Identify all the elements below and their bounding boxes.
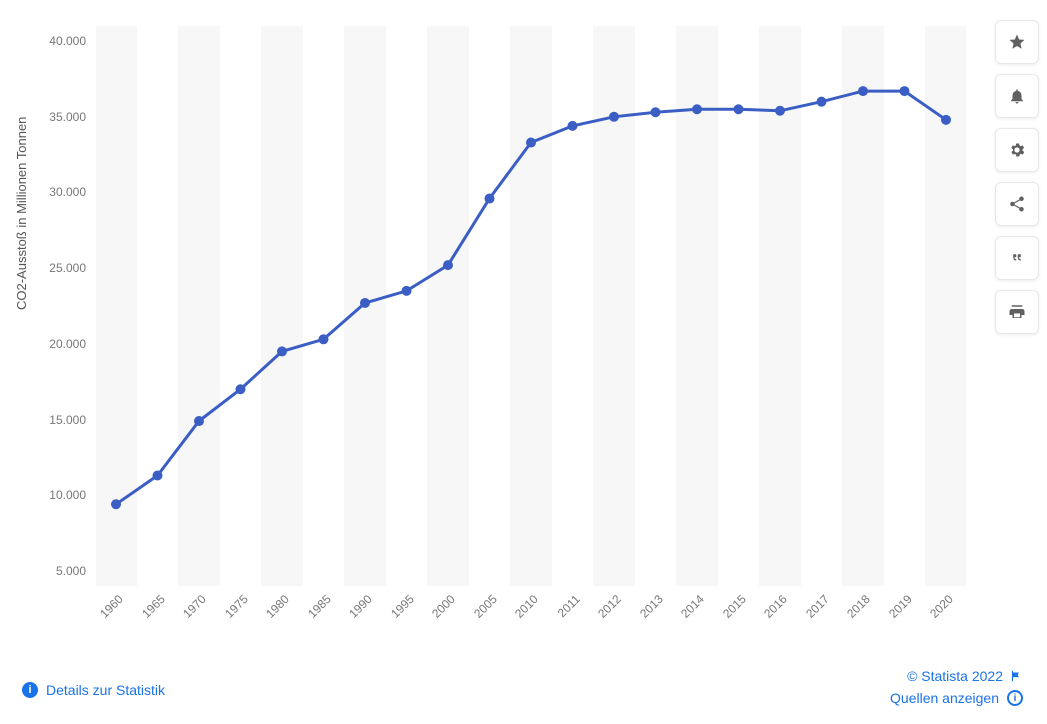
sidebar-toolbar: [995, 20, 1039, 334]
x-tick-label: 1965: [139, 592, 168, 621]
sources-link[interactable]: Quellen anzeigen i: [890, 690, 1023, 706]
cite-button[interactable]: [995, 236, 1039, 280]
x-tick-label: 2014: [678, 592, 707, 621]
y-tick-label: 40.000: [49, 34, 86, 48]
footer-right: © Statista 2022 Quellen anzeigen i: [890, 668, 1023, 706]
favorite-button[interactable]: [995, 20, 1039, 64]
info-icon: i: [22, 682, 38, 698]
settings-button[interactable]: [995, 128, 1039, 172]
data-point[interactable]: [111, 499, 121, 509]
x-tick-label: 2015: [720, 592, 749, 621]
x-tick-label: 2005: [471, 592, 500, 621]
data-point[interactable]: [443, 260, 453, 270]
x-tick-label: 2018: [844, 592, 873, 621]
details-link[interactable]: i Details zur Statistik: [22, 682, 165, 698]
x-tick-label: 2010: [512, 592, 541, 621]
data-point[interactable]: [568, 121, 578, 131]
bell-icon: [1008, 87, 1026, 105]
data-point[interactable]: [651, 107, 661, 117]
share-icon: [1008, 195, 1026, 213]
y-tick-label: 5.000: [56, 564, 86, 578]
x-tick-label: 2013: [637, 592, 666, 621]
y-tick-label: 10.000: [49, 488, 86, 502]
data-point[interactable]: [360, 298, 370, 308]
y-axis-title: CO2-Ausstoß in Millionen Tonnen: [14, 117, 29, 310]
y-tick-label: 20.000: [49, 337, 86, 351]
chart-container: CO2-Ausstoß in Millionen Tonnen 5.00010.…: [0, 0, 985, 724]
y-tick-label: 15.000: [49, 413, 86, 427]
data-point[interactable]: [526, 138, 536, 148]
x-tick-label: 1990: [346, 592, 375, 621]
x-tick-label: 1975: [222, 592, 251, 621]
details-label: Details zur Statistik: [46, 682, 165, 698]
data-point[interactable]: [817, 97, 827, 107]
share-button[interactable]: [995, 182, 1039, 226]
data-point[interactable]: [236, 384, 246, 394]
data-point[interactable]: [775, 106, 785, 116]
flag-icon: [1009, 669, 1023, 683]
print-button[interactable]: [995, 290, 1039, 334]
x-tick-label: 2000: [429, 592, 458, 621]
y-tick-label: 30.000: [49, 185, 86, 199]
info-icon: i: [1007, 690, 1023, 706]
data-point[interactable]: [858, 86, 868, 96]
copyright-text: © Statista 2022: [890, 668, 1023, 684]
chart-svg: [96, 26, 966, 586]
data-point[interactable]: [194, 416, 204, 426]
x-tick-label: 2017: [803, 592, 832, 621]
data-point[interactable]: [609, 112, 619, 122]
data-point[interactable]: [900, 86, 910, 96]
x-tick-label: 2011: [554, 592, 582, 620]
x-tick-label: 1985: [305, 592, 334, 621]
star-icon: [1008, 33, 1026, 51]
y-tick-label: 35.000: [49, 110, 86, 124]
data-point[interactable]: [485, 194, 495, 204]
x-tick-label: 2019: [886, 592, 915, 621]
data-point[interactable]: [277, 346, 287, 356]
x-tick-label: 1960: [97, 592, 126, 621]
y-tick-label: 25.000: [49, 261, 86, 275]
copyright-label: © Statista 2022: [907, 668, 1003, 684]
x-tick-label: 2020: [927, 592, 956, 621]
x-tick-label: 1995: [388, 592, 417, 621]
x-tick-label: 2016: [761, 592, 790, 621]
data-point[interactable]: [692, 104, 702, 114]
gear-icon: [1008, 141, 1026, 159]
data-point[interactable]: [734, 104, 744, 114]
x-tick-label: 1980: [263, 592, 292, 621]
data-point[interactable]: [319, 334, 329, 344]
notify-button[interactable]: [995, 74, 1039, 118]
data-line: [116, 91, 946, 504]
sources-label: Quellen anzeigen: [890, 690, 999, 706]
quote-icon: [1008, 249, 1026, 267]
x-tick-label: 2012: [595, 592, 624, 621]
x-tick-label: 1970: [180, 592, 209, 621]
print-icon: [1008, 303, 1026, 321]
data-point[interactable]: [941, 115, 951, 125]
data-point[interactable]: [402, 286, 412, 296]
data-point[interactable]: [153, 471, 163, 481]
chart-plot-area: 5.00010.00015.00020.00025.00030.00035.00…: [96, 26, 966, 586]
